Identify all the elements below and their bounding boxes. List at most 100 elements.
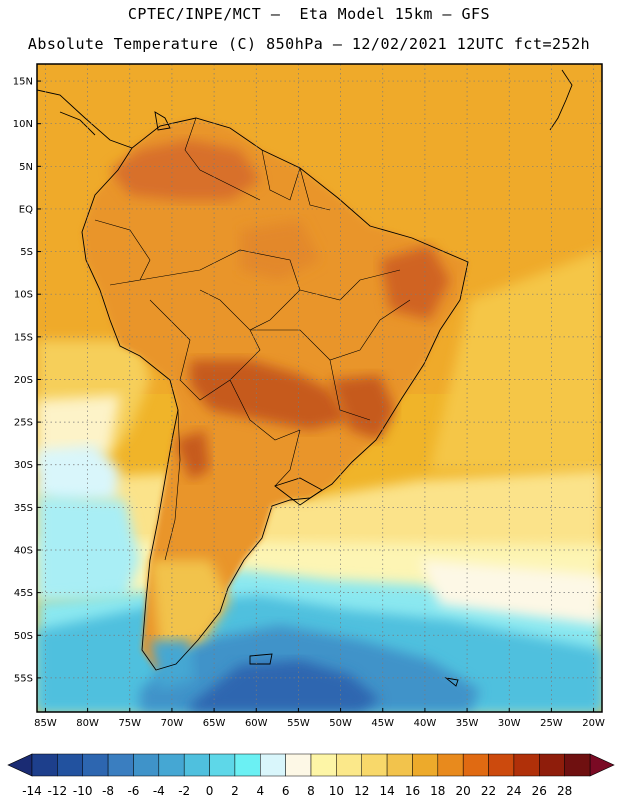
colorbar-swatch: [260, 753, 286, 777]
border-brazil-argentina: [274, 429, 301, 487]
lon-label: 80W: [76, 718, 99, 729]
colorbar-label: -6: [127, 784, 139, 798]
colorbar-label: 18: [430, 784, 445, 798]
colorbar-label: 10: [329, 784, 344, 798]
graticule: [37, 64, 602, 712]
colorbar-swatch: [488, 753, 515, 777]
lon-label: 55W: [287, 718, 310, 729]
lon-label: 60W: [245, 718, 268, 729]
colorbar-swatch: [107, 753, 134, 777]
border-chile-argentina: [164, 409, 181, 561]
lat-label: 20S: [14, 375, 33, 386]
latitude-labels: 15N 10N 5N EQ 5S 10S 15S 20S 25S 30S 35S 40S 45S 50S 5…: [13, 77, 41, 684]
colorbar-label: 20: [456, 784, 471, 798]
colorbar-swatch: [539, 753, 565, 777]
colorbar-swatch: [361, 753, 388, 777]
temperature-field: [37, 64, 602, 712]
colorbar-swatch: [386, 753, 413, 777]
field-hot-north: [110, 140, 260, 200]
lon-label: 20W: [582, 718, 605, 729]
border-ecuador-peru: [94, 219, 151, 286]
field-warm-amazon: [240, 220, 320, 280]
colorbar-swatch: [462, 753, 489, 777]
lon-label: 70W: [161, 718, 184, 729]
colorbar-low-arrow: [7, 753, 33, 777]
lat-label: 35S: [14, 503, 33, 514]
lat-label: 10S: [14, 290, 33, 301]
colorbar-label: 24: [506, 784, 521, 798]
longitude-labels: 85W 80W 75W 70W 65W 60W 55W 50W 45W 40W 35W 30W 25W 2…: [34, 708, 605, 729]
lon-label: 25W: [540, 718, 563, 729]
border-guyana: [261, 149, 301, 201]
field-hot-southeast: [330, 375, 395, 440]
lat-label: 5N: [19, 162, 33, 173]
colorbar-label: -4: [153, 784, 165, 798]
colorbar-swatch: [564, 753, 591, 777]
colorbar-label: -12: [48, 784, 68, 798]
lat-label: 45S: [14, 588, 33, 599]
colorbar-label: 6: [282, 784, 290, 798]
south-america-coast: [81, 117, 469, 671]
colorbar: [7, 753, 615, 777]
colorbar-label: 8: [307, 784, 315, 798]
field-cold-pacific-2: [37, 495, 140, 600]
north-atlantic-islands: [549, 69, 573, 131]
colorbar-swatch: [285, 753, 312, 777]
lat-label: 15N: [13, 77, 33, 88]
lat-label: EQ: [19, 204, 33, 215]
field-atlantic-band: [430, 250, 602, 470]
field-cold-pacific: [37, 445, 120, 505]
colorbar-swatch: [310, 753, 337, 777]
country-borders: [94, 117, 411, 561]
map-subtitle: Absolute Temperature (C) 850hPa – 12/02/…: [27, 35, 591, 53]
colorbar-swatch: [513, 753, 540, 777]
colorbar-swatch: [183, 753, 210, 777]
field-hot-chaco: [175, 430, 210, 480]
lon-label: 50W: [329, 718, 352, 729]
colorbar-swatch: [437, 753, 464, 777]
colorbar-swatch: [412, 753, 439, 777]
colorbar-swatch: [158, 753, 185, 777]
caribbean-island: [154, 111, 171, 131]
colorbar-swatch: [336, 753, 362, 777]
map-frame: [36, 63, 603, 713]
colorbar-label: 12: [354, 784, 369, 798]
border-brazil-states-2: [299, 269, 401, 301]
field-hot-center: [190, 360, 350, 430]
map-title: CPTEC/INPE/MCT – Eta Model 15km – GFS: [127, 5, 491, 23]
border-colombia-venezuela: [184, 117, 261, 201]
colorbar-swatch: [133, 753, 160, 777]
border-brazil-north: [139, 249, 301, 331]
lat-label: 50S: [14, 631, 33, 642]
lat-label: 5S: [20, 247, 33, 258]
central-america-coast-2: [59, 111, 96, 136]
border-brazil-states-3: [329, 359, 371, 421]
border-brazil-states: [250, 299, 411, 361]
field-hot-northeast: [380, 245, 450, 320]
border-paraguay: [229, 379, 301, 441]
lat-label: 15S: [14, 332, 33, 343]
field-patagonia: [150, 560, 230, 650]
colorbar-label: -8: [102, 784, 114, 798]
colorbar-label: 28: [557, 784, 572, 798]
colorbar-label: -10: [73, 784, 93, 798]
colorbar-swatch: [209, 753, 236, 777]
lat-label: 55S: [14, 673, 33, 684]
central-america-coast: [37, 89, 133, 149]
colorbar-label: -14: [22, 784, 42, 798]
lon-label: 45W: [371, 718, 394, 729]
uruguay-outline: [274, 477, 323, 506]
lon-label: 30W: [498, 718, 521, 729]
colorbar-swatch: [82, 753, 109, 777]
lon-label: 35W: [456, 718, 479, 729]
colorbar-label: 22: [481, 784, 496, 798]
colorbar-high-arrow: [589, 753, 615, 777]
lon-label: 40W: [414, 718, 437, 729]
lon-label: 65W: [203, 718, 226, 729]
colorbar-swatch: [31, 753, 58, 777]
border-suriname: [299, 167, 331, 211]
colorbar-swatch: [57, 753, 83, 777]
lat-label: 10N: [13, 119, 33, 130]
colorbar-label: 14: [379, 784, 394, 798]
